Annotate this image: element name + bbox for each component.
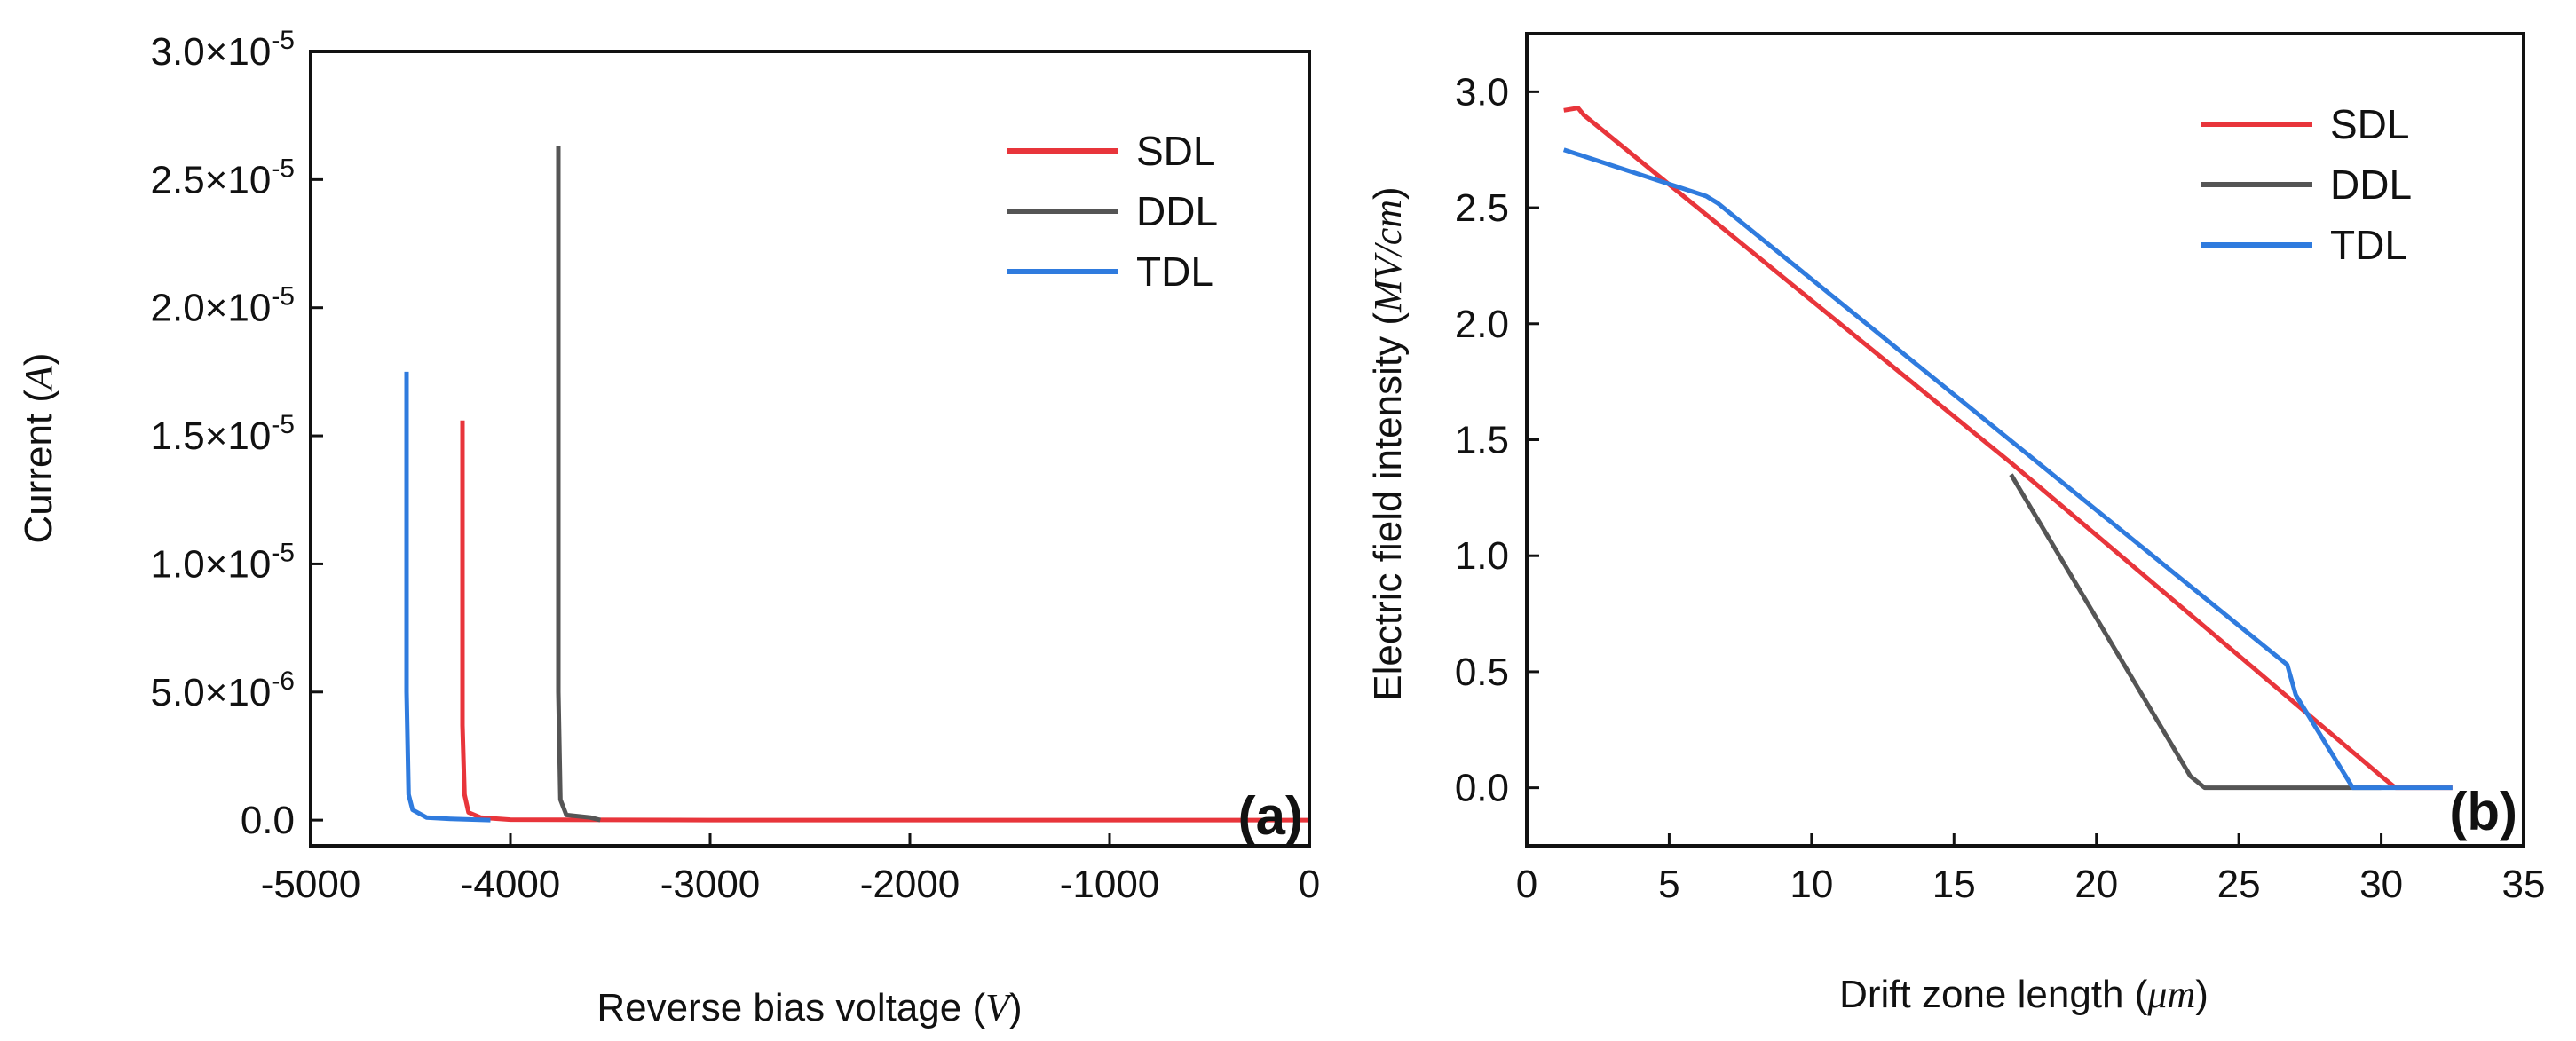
panel-a-ticks: -5000 -4000 -3000 -2000 -1000 0 0.0 5.0×10-6 1.0… [151,26,1321,906]
panel-b-x-tick-label: 20 [2074,863,2118,906]
panel-a-x-tick-label: -3000 [660,863,761,906]
panel-a-x-tick-label: -5000 [261,863,361,906]
panel-b-legend-label-ddl: DDL [2330,162,2412,208]
panel-b-x-tick-label: 0 [1516,863,1537,906]
panel-b-legend-label-sdl: SDL [2330,101,2409,147]
panel-b-series-layer [1562,106,2453,791]
panel-a-y-tick-label: 0.0 [241,799,295,842]
panel-a-series-ddl-line [556,146,601,823]
panel-b-legend-label-tdl: TDL [2330,222,2407,268]
panel-a-x-axis-title: Reverse bias voltage (V) [597,986,1022,1029]
panel-b-x-tick-label: 15 [1932,863,1976,906]
panel-a-legend-label-sdl: SDL [1136,128,1215,174]
panel-b-y-tick-label: 0.0 [1455,767,1509,810]
panel-a-y-tick-label: 2.0×10-5 [151,282,296,330]
panel-a-series-layer [404,146,1309,823]
panel-a-x-tick-label: -2000 [860,863,960,906]
panel-b-y-tick-label: 2.5 [1455,186,1509,230]
panel-a-y-tick-label: 5.0×10-6 [151,666,296,714]
panel-a-y-axis-title: Current (A) [17,352,60,543]
panel-b-series-sdl-line [1563,106,2453,791]
panel-a-y-tick-label: 3.0×10-5 [151,26,296,74]
panel-b-y-tick-label: 2.0 [1455,303,1509,346]
panel-b-x-tick-label: 25 [2217,863,2261,906]
panel-a-legend: SDL DDL TDL [1007,128,1218,295]
panel-a-legend-label-tdl: TDL [1136,248,1213,295]
panel-a-x-tick-label: 0 [1299,863,1320,906]
panel-b-y-tick-label: 1.0 [1455,534,1509,578]
panel-a-x-tick-label: -4000 [461,863,561,906]
panel-b-legend: SDL DDL TDL [2201,101,2412,268]
panel-a-y-tick-label: 1.5×10-5 [151,410,296,458]
panel-b-x-axis-title: Drift zone length (μm) [1839,973,2209,1016]
panel-a-current-vs-voltage: -5000 -4000 -3000 -2000 -1000 0 0.0 5.0×10-6 1.0… [17,26,1320,1029]
panel-a-series-tdl-line [404,371,491,823]
panel-b-x-tick-label: 35 [2502,863,2546,906]
panel-b-x-tick-label: 30 [2359,863,2403,906]
panel-a-tag: (a) [1238,786,1303,846]
panel-b-field-vs-length: 0 5 10 15 20 25 30 35 0.0 0.5 1.0 1.5 2.0 2.5 3.0 SDL D… [1366,32,2546,1016]
panel-a-series-sdl-line [460,420,1309,823]
panel-b-tag: (b) [2449,782,2517,841]
panel-b-y-tick-label: 1.5 [1455,419,1509,462]
panel-a-y-tick-label: 2.5×10-5 [151,154,296,201]
panel-a-y-tick-label: 1.0×10-5 [151,538,296,586]
panel-b-series-ddl-line [2009,473,2382,791]
panel-b-x-tick-label: 10 [1790,863,1833,906]
panel-b-x-tick-label: 5 [1658,863,1679,906]
panel-a-x-tick-label: -1000 [1060,863,1160,906]
panel-b-y-tick-label: 0.5 [1455,651,1509,694]
panel-b-y-axis-title: Electric field intensity (MV/cm) [1366,186,1410,700]
panel-a-legend-label-ddl: DDL [1136,188,1218,234]
panel-a-plot-frame [309,50,1311,848]
panel-b-plot-frame [1525,32,2525,848]
panel-b-series-tdl-line [1562,147,2453,791]
panel-b-y-tick-label: 3.0 [1455,70,1509,114]
panel-b-ticks: 0 5 10 15 20 25 30 35 0.0 0.5 1.0 1.5 2.0 2.5 3.0 [1455,70,2546,906]
